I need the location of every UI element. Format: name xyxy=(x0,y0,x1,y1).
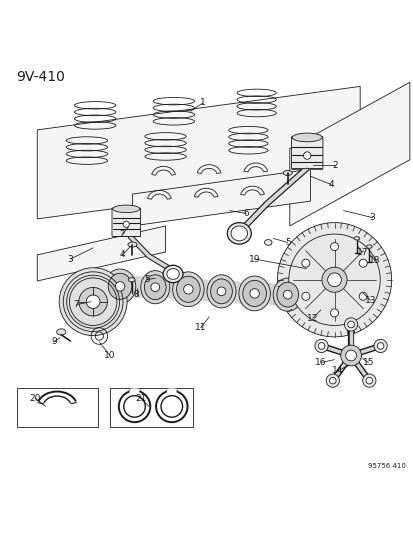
Ellipse shape xyxy=(353,237,359,240)
Circle shape xyxy=(115,281,124,291)
Text: 2: 2 xyxy=(119,230,125,239)
Circle shape xyxy=(150,283,159,292)
Circle shape xyxy=(330,243,338,251)
Circle shape xyxy=(347,321,354,328)
FancyBboxPatch shape xyxy=(112,208,140,237)
Circle shape xyxy=(376,343,383,349)
Circle shape xyxy=(321,267,346,292)
Text: 2: 2 xyxy=(332,160,337,169)
Circle shape xyxy=(344,318,357,331)
Text: 5: 5 xyxy=(284,238,290,247)
Circle shape xyxy=(183,285,192,294)
Ellipse shape xyxy=(128,278,135,282)
Polygon shape xyxy=(37,86,359,219)
Text: 14: 14 xyxy=(331,366,342,375)
Ellipse shape xyxy=(128,242,137,247)
Circle shape xyxy=(277,223,391,337)
Ellipse shape xyxy=(273,278,301,311)
Ellipse shape xyxy=(366,245,371,248)
Circle shape xyxy=(362,374,375,387)
Text: 5: 5 xyxy=(144,275,150,284)
Text: 16: 16 xyxy=(314,358,326,367)
Text: 4: 4 xyxy=(119,251,125,260)
Circle shape xyxy=(318,343,324,349)
Ellipse shape xyxy=(140,271,169,304)
Polygon shape xyxy=(37,226,165,281)
Circle shape xyxy=(365,377,372,384)
Circle shape xyxy=(330,309,338,317)
Ellipse shape xyxy=(227,223,251,244)
Circle shape xyxy=(314,340,328,352)
Text: 10: 10 xyxy=(104,351,115,360)
Ellipse shape xyxy=(144,275,166,300)
Circle shape xyxy=(358,259,366,267)
Text: 7: 7 xyxy=(74,300,79,309)
Circle shape xyxy=(216,287,225,296)
Ellipse shape xyxy=(206,275,235,308)
Text: 9: 9 xyxy=(51,337,57,346)
Text: 11: 11 xyxy=(195,324,206,332)
Circle shape xyxy=(301,259,309,267)
Ellipse shape xyxy=(112,205,139,213)
Circle shape xyxy=(325,374,339,387)
Text: 1: 1 xyxy=(199,99,205,108)
Circle shape xyxy=(345,350,356,361)
Text: 3: 3 xyxy=(67,255,73,263)
Text: 19: 19 xyxy=(248,255,260,263)
Text: 6: 6 xyxy=(243,209,249,218)
Ellipse shape xyxy=(242,280,266,306)
Circle shape xyxy=(327,273,341,287)
Ellipse shape xyxy=(292,133,321,142)
Bar xyxy=(17,388,98,427)
Text: 20: 20 xyxy=(29,394,41,402)
Ellipse shape xyxy=(210,279,232,304)
Circle shape xyxy=(59,268,127,336)
Ellipse shape xyxy=(230,226,247,241)
Ellipse shape xyxy=(282,171,292,175)
Ellipse shape xyxy=(264,240,271,245)
Polygon shape xyxy=(200,279,209,301)
Ellipse shape xyxy=(57,329,66,335)
Text: 8: 8 xyxy=(133,290,139,299)
Polygon shape xyxy=(166,277,176,300)
Ellipse shape xyxy=(108,273,131,300)
Text: 3: 3 xyxy=(369,213,375,222)
Polygon shape xyxy=(289,82,409,226)
Text: 15: 15 xyxy=(362,358,373,367)
Ellipse shape xyxy=(123,221,129,228)
Text: 9V-410: 9V-410 xyxy=(17,70,65,84)
Text: 95756 410: 95756 410 xyxy=(367,463,405,469)
Circle shape xyxy=(358,292,366,300)
Ellipse shape xyxy=(172,272,204,306)
Polygon shape xyxy=(233,281,242,304)
Ellipse shape xyxy=(166,269,179,279)
Text: 18: 18 xyxy=(368,256,380,265)
Circle shape xyxy=(86,295,100,309)
Circle shape xyxy=(373,340,386,352)
Ellipse shape xyxy=(276,282,298,307)
Circle shape xyxy=(301,292,309,300)
Ellipse shape xyxy=(303,152,310,159)
Ellipse shape xyxy=(104,269,135,304)
Circle shape xyxy=(282,290,292,299)
Ellipse shape xyxy=(238,276,270,311)
Polygon shape xyxy=(132,169,310,226)
Ellipse shape xyxy=(163,265,183,282)
Circle shape xyxy=(340,345,361,366)
Polygon shape xyxy=(266,283,275,304)
Text: 21: 21 xyxy=(135,394,146,402)
Text: 17: 17 xyxy=(356,247,367,256)
Circle shape xyxy=(79,287,107,316)
Text: 12: 12 xyxy=(306,314,318,323)
Text: 13: 13 xyxy=(364,296,375,305)
Text: 4: 4 xyxy=(328,180,333,189)
Bar xyxy=(109,388,192,427)
Polygon shape xyxy=(132,276,143,297)
Circle shape xyxy=(288,234,379,326)
FancyBboxPatch shape xyxy=(291,136,322,169)
Circle shape xyxy=(329,377,335,384)
Ellipse shape xyxy=(176,276,200,302)
Circle shape xyxy=(249,289,259,298)
